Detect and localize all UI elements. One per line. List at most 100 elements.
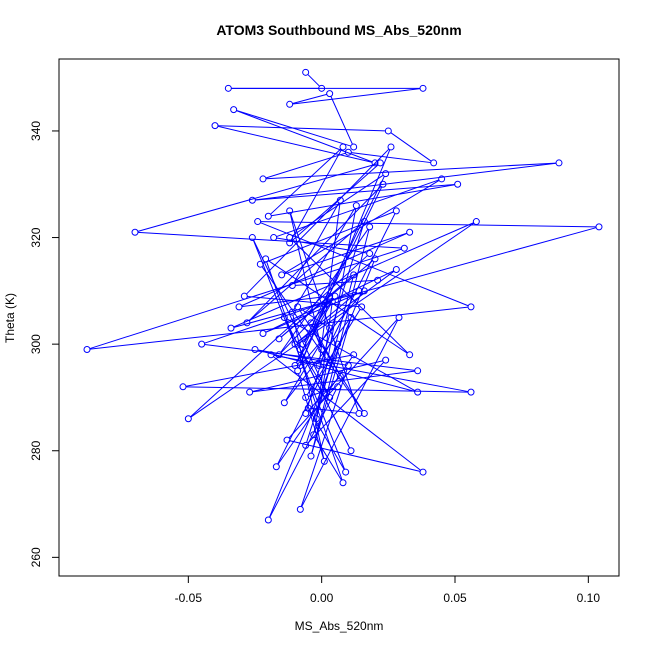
data-point [555,159,563,167]
x-tick-label: -0.05 [175,591,203,605]
data-point [286,100,294,108]
data-point [296,505,304,513]
data-point [179,383,187,391]
x-tick-label: 0.10 [577,591,601,605]
y-tick-label: 260 [29,547,43,567]
data-point [382,356,390,364]
data-point [355,287,363,295]
data-point [272,463,280,471]
data-point [406,228,414,236]
data-point [467,388,475,396]
data-point [307,319,315,327]
series-segment [285,319,350,401]
data-point [296,345,304,353]
data-point [438,175,446,183]
x-axis-label: MS_Abs_520nm [295,619,384,633]
series-segment [280,298,334,353]
data-point [254,218,262,226]
data-point [400,244,408,252]
data-point [286,234,294,242]
data-point [246,388,254,396]
data-point [302,393,310,401]
x-tick-label: 0.05 [443,591,467,605]
series-segment [293,202,340,284]
series-segment [257,349,415,392]
x-axis: -0.05 0.00 0.05 0.10 [175,575,601,605]
data-point [414,388,422,396]
series-segment [311,320,351,454]
data-point [595,223,603,231]
series-segment [241,296,327,307]
data-point [347,314,355,321]
data-point [331,292,339,300]
data-point [376,159,384,167]
data-point [392,266,400,274]
series-segment [277,356,353,465]
plot-frame [58,58,620,577]
data-point [198,340,206,348]
data-point [184,415,192,423]
data-point [467,303,475,311]
data-point [278,271,286,279]
data-point [352,202,360,210]
series-segment [246,148,390,295]
y-tick-label: 340 [29,121,43,141]
series-segment [217,125,386,132]
data-point [275,335,283,343]
y-tick-label: 320 [29,227,43,247]
data-point [283,436,291,444]
series-segment [301,319,399,507]
data-point [230,106,238,114]
series-segment [247,295,359,308]
data-point [326,324,334,332]
series-segment [285,330,329,401]
data-point [350,143,358,151]
data-point [387,143,395,151]
data-point [339,479,347,487]
data-point [472,218,480,226]
series-segment [252,360,383,392]
data-point [259,175,267,183]
data-point [336,196,344,204]
data-point [262,255,270,263]
data-point [240,292,248,300]
data-point [326,90,334,98]
data-point [296,361,304,369]
series-segment [314,437,342,481]
series-segment [236,110,373,163]
data-point [395,314,403,321]
data-point [358,303,366,311]
series-segment [89,306,469,350]
data-point [344,361,352,369]
data-point [302,68,310,76]
data-point [294,303,302,311]
data-point [339,143,347,151]
data-point [286,239,294,247]
series-segment [265,291,362,333]
series-segment [269,389,337,518]
series-segment [301,351,329,396]
data-point [334,383,342,391]
data-point [360,287,368,295]
data-point [131,228,139,236]
data-point [288,308,296,316]
data-point [344,148,352,156]
series-segment [316,304,333,416]
y-axis: 260 280 300 320 340 [29,121,60,567]
series-segment [253,240,329,395]
data-point [328,298,336,306]
data-point [454,180,462,188]
series-segment [307,74,320,87]
data-point [350,351,358,359]
data-point [267,351,275,359]
data-point [248,196,256,204]
data-point [392,207,400,215]
data-point [227,324,235,332]
data-point [224,84,232,92]
data-point [366,223,374,231]
series-segment [351,152,431,164]
data-point [318,345,326,353]
data-point [299,340,307,348]
data-point [342,468,350,476]
series-segment [137,231,402,249]
